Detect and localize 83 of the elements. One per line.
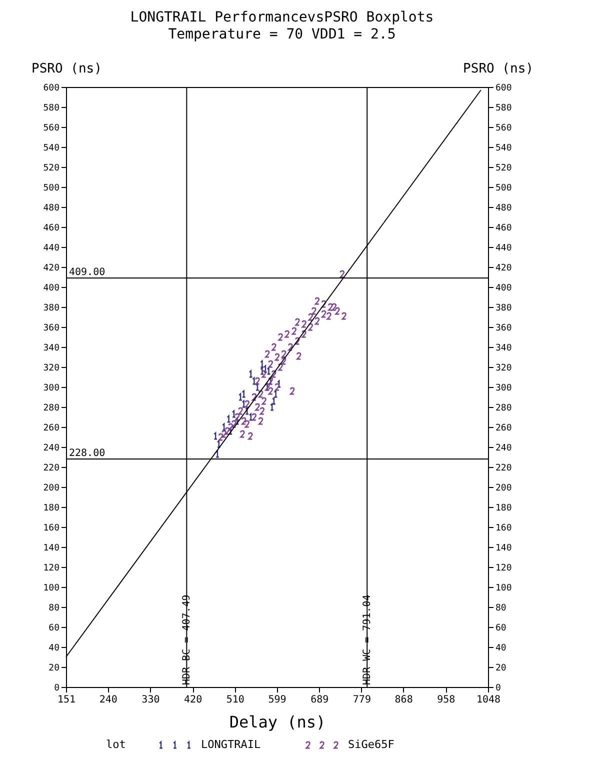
y-tick-label: 160 (43, 524, 60, 534)
x-tick-label: 240 (99, 694, 118, 706)
y-tick-label: 340 (43, 344, 60, 354)
y-tick-label: 260 (43, 424, 60, 434)
y2-tick-label: 260 (496, 424, 512, 434)
y-tick-label: 120 (43, 564, 60, 574)
y-tick-label: 200 (43, 484, 60, 494)
y-tick-label: 600 (43, 84, 60, 94)
y2-tick-label: 100 (496, 584, 512, 594)
x-tick-label: 151 (57, 694, 76, 706)
y-tick-label: 140 (43, 544, 60, 554)
y-tick-label: 520 (43, 164, 60, 174)
y2-tick-label: 460 (496, 224, 512, 234)
y2-tick-label: 540 (496, 144, 512, 154)
legend-label: LONGTRAIL (201, 738, 261, 751)
x-tick-label: 868 (394, 694, 413, 706)
y2-tick-label: 20 (496, 664, 506, 674)
y2-tick-label: 480 (496, 204, 512, 214)
x-tick-label: 420 (184, 694, 202, 706)
y-tick-label: 540 (43, 144, 60, 154)
y2-tick-label: 580 (496, 104, 512, 114)
y-tick-label: 480 (43, 204, 60, 214)
y-tick-label: 320 (43, 364, 60, 374)
legend-label: SiGe65F (348, 738, 394, 751)
y2-tick-label: 320 (496, 364, 512, 374)
y2-tick-label: 140 (496, 544, 512, 554)
y-tick-label: 380 (43, 304, 60, 314)
y-tick-label: 460 (43, 224, 60, 234)
y2-tick-label: 280 (496, 404, 512, 414)
y2-tick-label: 420 (496, 264, 512, 274)
y2-tick-label: 60 (496, 624, 506, 634)
y-tick-label: 100 (43, 584, 60, 594)
legend-title: lot (106, 738, 126, 751)
x-tick-label: 779 (352, 694, 371, 706)
y2-tick-label: 360 (496, 324, 512, 334)
x-tick-label: 330 (142, 694, 160, 706)
y2-tick-label: 160 (496, 524, 512, 534)
y2-tick-label: 400 (496, 284, 512, 294)
y-tick-label: 360 (43, 324, 60, 334)
y2-tick-label: 40 (496, 644, 506, 654)
y-tick-label: 220 (43, 464, 60, 474)
chart-subtitle: Temperature = 70 VDD1 = 2.5 (168, 26, 396, 42)
ref-line-label: 409.00 (69, 267, 106, 278)
y2-tick-label: 300 (496, 384, 512, 394)
y2-tick-label: 440 (496, 244, 512, 254)
y-tick-label: 80 (48, 604, 60, 614)
y2-tick-label: 500 (496, 184, 512, 194)
y-tick-label: 400 (43, 284, 60, 294)
x-tick-label: 599 (268, 694, 286, 706)
y-axis-title: PSRO (ns) (32, 62, 102, 76)
y2-tick-label: 120 (496, 564, 512, 574)
chart-title: LONGTRAIL PerformancevsPSRO Boxplots (130, 10, 434, 26)
y-tick-label: 280 (43, 404, 60, 414)
y2-tick-label: 520 (496, 164, 512, 174)
ref-line-label: 228.00 (69, 448, 106, 459)
y-tick-label: 420 (43, 264, 60, 274)
y2-tick-label: 220 (496, 464, 512, 474)
y2-tick-label: 560 (496, 124, 512, 134)
y2-tick-label: 0 (496, 684, 501, 694)
y2-axis-title: PSRO (ns) (463, 62, 534, 76)
y2-tick-label: 180 (496, 504, 512, 514)
y2-tick-label: 340 (496, 344, 512, 354)
y-tick-label: 560 (43, 124, 60, 134)
y-tick-label: 240 (43, 444, 60, 454)
y2-tick-label: 80 (496, 604, 506, 614)
y-tick-label: 580 (43, 104, 60, 114)
x-tick-label: 510 (226, 694, 244, 706)
y-tick-label: 440 (43, 244, 60, 254)
y2-tick-label: 240 (496, 444, 512, 454)
x-tick-label: 1048 (476, 694, 501, 706)
x-tick-label: 689 (310, 694, 329, 706)
y-tick-label: 180 (43, 504, 60, 514)
y-tick-label: 500 (43, 184, 60, 194)
x-tick-label: 958 (437, 694, 456, 706)
y-tick-label: 60 (48, 624, 60, 634)
y-tick-label: 40 (48, 644, 60, 654)
y2-tick-label: 200 (496, 484, 512, 494)
y-tick-label: 300 (43, 384, 60, 394)
y-tick-label: 20 (48, 664, 60, 674)
x-axis-title: Delay (ns) (229, 712, 326, 732)
y2-tick-label: 600 (496, 84, 512, 94)
y-tick-label: 0 (54, 684, 60, 694)
y2-tick-label: 380 (496, 304, 512, 314)
